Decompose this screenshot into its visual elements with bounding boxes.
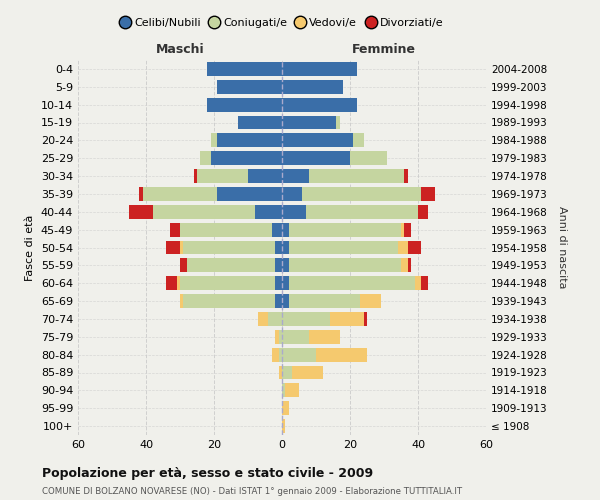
Bar (275, 330, 278, 344)
Bar (194, 169, 197, 183)
Bar (282, 222, 289, 236)
Text: Maschi: Maschi (155, 44, 205, 57)
Bar (153, 205, 255, 219)
Bar (337, 116, 340, 130)
Bar (282, 348, 316, 362)
Bar (309, 330, 340, 344)
Bar (275, 276, 282, 290)
Bar (180, 222, 272, 236)
Bar (282, 98, 357, 112)
Bar (278, 330, 282, 344)
Bar (207, 62, 282, 76)
Bar (289, 258, 401, 272)
Bar (272, 348, 278, 362)
Bar (309, 169, 404, 183)
Bar (207, 98, 282, 112)
Bar (282, 169, 309, 183)
Bar (278, 348, 282, 362)
Bar (282, 294, 289, 308)
Bar (248, 169, 282, 183)
Bar (176, 276, 180, 290)
Bar (289, 240, 398, 254)
Bar (278, 366, 282, 380)
Bar (408, 258, 411, 272)
Bar (143, 187, 217, 201)
Bar (282, 419, 286, 433)
Bar (268, 312, 282, 326)
Bar (421, 187, 435, 201)
Legend: Celibi/Nubili, Coniugati/e, Vedovi/e, Divorziati/e: Celibi/Nubili, Coniugati/e, Vedovi/e, Di… (116, 13, 448, 32)
Bar (404, 169, 408, 183)
Bar (217, 134, 282, 147)
Y-axis label: Fasce di età: Fasce di età (25, 214, 35, 280)
Bar (282, 401, 289, 415)
Bar (184, 294, 275, 308)
Bar (211, 134, 217, 147)
Bar (170, 222, 180, 236)
Bar (282, 134, 353, 147)
Bar (408, 240, 421, 254)
Bar (306, 205, 418, 219)
Bar (184, 240, 275, 254)
Bar (282, 276, 289, 290)
Bar (289, 276, 415, 290)
Bar (217, 187, 282, 201)
Bar (200, 151, 211, 165)
Bar (180, 294, 184, 308)
Bar (282, 366, 292, 380)
Bar (404, 222, 411, 236)
Bar (139, 187, 143, 201)
Bar (282, 151, 350, 165)
Bar (282, 258, 289, 272)
Bar (415, 276, 421, 290)
Bar (272, 222, 282, 236)
Bar (360, 294, 380, 308)
Bar (282, 116, 337, 130)
Text: Femmine: Femmine (352, 44, 416, 57)
Bar (180, 258, 187, 272)
Bar (166, 276, 176, 290)
Bar (275, 258, 282, 272)
Bar (282, 62, 357, 76)
Bar (421, 276, 428, 290)
Bar (217, 80, 282, 94)
Bar (275, 294, 282, 308)
Bar (329, 312, 364, 326)
Bar (286, 384, 299, 398)
Text: COMUNE DI BOLZANO NOVARESE (NO) - Dati ISTAT 1° gennaio 2009 - Elaborazione TUTT: COMUNE DI BOLZANO NOVARESE (NO) - Dati I… (42, 488, 462, 496)
Bar (129, 205, 153, 219)
Bar (282, 80, 343, 94)
Bar (353, 134, 364, 147)
Y-axis label: Anni di nascita: Anni di nascita (557, 206, 567, 289)
Bar (282, 312, 329, 326)
Bar (398, 240, 408, 254)
Bar (289, 222, 401, 236)
Bar (350, 151, 388, 165)
Bar (180, 240, 184, 254)
Bar (258, 312, 268, 326)
Bar (180, 276, 275, 290)
Bar (197, 169, 248, 183)
Bar (401, 258, 408, 272)
Bar (418, 205, 428, 219)
Text: Popolazione per età, sesso e stato civile - 2009: Popolazione per età, sesso e stato civil… (42, 468, 373, 480)
Bar (166, 240, 180, 254)
Bar (289, 294, 360, 308)
Bar (302, 187, 421, 201)
Bar (238, 116, 282, 130)
Bar (211, 151, 282, 165)
Bar (282, 240, 289, 254)
Bar (187, 258, 275, 272)
Bar (282, 187, 302, 201)
Bar (282, 205, 306, 219)
Bar (275, 240, 282, 254)
Bar (401, 222, 404, 236)
Bar (282, 384, 286, 398)
Bar (364, 312, 367, 326)
Bar (316, 348, 367, 362)
Bar (282, 330, 309, 344)
Bar (255, 205, 282, 219)
Bar (292, 366, 323, 380)
